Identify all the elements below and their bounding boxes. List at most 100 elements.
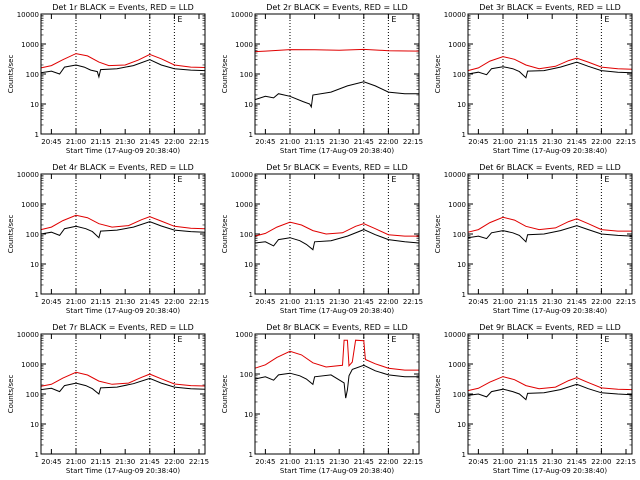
y-tick-label: 10000 [17,331,39,339]
y-tick-label: 1 [462,131,466,139]
y-axis-label: Counts/sec [221,215,229,254]
plot-frame [40,13,206,135]
x-tick-label: 20:45 [255,458,275,466]
y-axis-label: Counts/sec [434,215,442,254]
x-axis-label: Start Time (17-Aug-09 20:38:40) [493,147,607,155]
marker-label: E [604,175,609,184]
plot-frame [40,173,206,295]
events-series-line [40,59,206,79]
x-tick-label: 21:15 [304,298,324,306]
x-tick-label: 21:30 [542,298,562,306]
panel-title: Det 7r BLACK = Events, RED = LLD [52,323,194,332]
y-tick-label: 1 [35,131,39,139]
x-tick-label: 21:15 [90,458,110,466]
x-tick-label: 21:45 [140,458,160,466]
plot-frame [40,333,206,455]
y-tick-label: 1000 [21,361,39,369]
y-axis-label: Counts/sec [221,55,229,94]
plot-frame [254,173,420,295]
panel-title: Det 4r BLACK = Events, RED = LLD [52,163,194,172]
y-tick-label: 1000 [21,201,39,209]
x-axis-label: Start Time (17-Aug-09 20:38:40) [280,307,394,315]
plot-frame [254,333,420,455]
x-tick-label: 22:15 [189,138,209,146]
y-axis-label: Counts/sec [221,375,229,414]
x-axis-label: Start Time (17-Aug-09 20:38:40) [66,147,180,155]
panel-title: Det 8r BLACK = Events, RED = LLD [266,323,408,332]
lld-series-line [254,221,419,237]
x-tick-label: 21:00 [493,298,513,306]
y-tick-label: 1000 [21,41,39,49]
detector-panel: Det 5r BLACK = Events, RED = LLD E 1 10 100 1… [221,163,423,315]
y-tick-label: 1 [249,291,253,299]
x-tick-label: 21:15 [90,298,110,306]
panel-title: Det 2r BLACK = Events, RED = LLD [266,3,408,12]
x-tick-label: 20:45 [255,298,275,306]
detector-panel: Det 7r BLACK = Events, RED = LLD E 1 10 100 1… [7,323,209,475]
y-tick-label: 100 [453,391,466,399]
panel-title: Det 3r BLACK = Events, RED = LLD [479,3,621,12]
y-tick-label: 1000 [235,201,253,209]
y-tick-label: 10 [30,261,39,269]
x-tick-label: 22:00 [591,138,611,146]
y-tick-label: 10000 [444,11,466,19]
lld-series-line [467,376,633,392]
y-tick-label: 1000 [235,331,253,339]
marker-label: E [391,15,396,24]
y-tick-label: 1 [35,451,39,459]
lld-series-line [40,371,206,387]
detector-panel: Det 2r BLACK = Events, RED = LLD E 1 10 100 1… [221,3,423,155]
detector-panel: Det 9r BLACK = Events, RED = LLD E 1 10 100 1… [434,323,636,475]
x-tick-label: 22:15 [403,298,423,306]
events-series-line [40,377,206,395]
y-tick-label: 10000 [17,171,39,179]
plot-frame [467,173,633,295]
x-tick-label: 21:45 [567,138,587,146]
x-tick-label: 22:00 [591,458,611,466]
x-tick-label: 21:15 [517,458,537,466]
marker-label: E [177,15,182,24]
x-tick-label: 22:15 [403,458,423,466]
y-axis-label: Counts/sec [434,55,442,94]
events-series-line [254,364,419,399]
x-tick-label: 21:00 [280,298,300,306]
x-tick-label: 22:00 [378,138,398,146]
x-tick-label: 21:00 [66,298,86,306]
x-axis-label: Start Time (17-Aug-09 20:38:40) [66,307,180,315]
x-tick-label: 21:30 [115,138,135,146]
marker-label: E [177,175,182,184]
y-tick-label: 100 [26,231,39,239]
plot-frame [467,13,633,135]
x-tick-label: 21:30 [542,458,562,466]
x-axis-label: Start Time (17-Aug-09 20:38:40) [493,467,607,475]
events-series-line [467,61,633,79]
events-series-line [254,229,420,251]
y-tick-label: 100 [240,371,253,379]
y-tick-label: 100 [26,391,39,399]
x-tick-label: 21:00 [66,458,86,466]
events-series-line [467,383,633,401]
detector-panel: Det 6r BLACK = Events, RED = LLD E 1 10 100 1… [434,163,636,315]
y-tick-label: 1 [249,451,253,459]
x-tick-label: 21:15 [304,458,324,466]
y-tick-label: 100 [240,231,253,239]
marker-label: E [391,175,396,184]
marker-label: E [604,15,609,24]
y-tick-label: 10 [457,101,466,109]
lld-series-line [40,214,206,231]
lld-series-line [467,56,633,72]
y-axis-label: Counts/sec [434,375,442,414]
lld-series-line [40,53,206,69]
x-tick-label: 22:15 [616,298,636,306]
x-tick-label: 22:00 [378,458,398,466]
events-series-line [254,81,419,109]
x-tick-label: 20:45 [41,298,61,306]
lld-series-line [467,216,632,233]
lld-series-line [254,48,420,53]
y-tick-label: 1000 [448,361,466,369]
x-tick-label: 20:45 [468,298,488,306]
y-tick-label: 10 [244,261,253,269]
x-tick-label: 21:15 [517,298,537,306]
detector-panel: Det 4r BLACK = Events, RED = LLD E 1 10 100 1… [7,163,209,315]
